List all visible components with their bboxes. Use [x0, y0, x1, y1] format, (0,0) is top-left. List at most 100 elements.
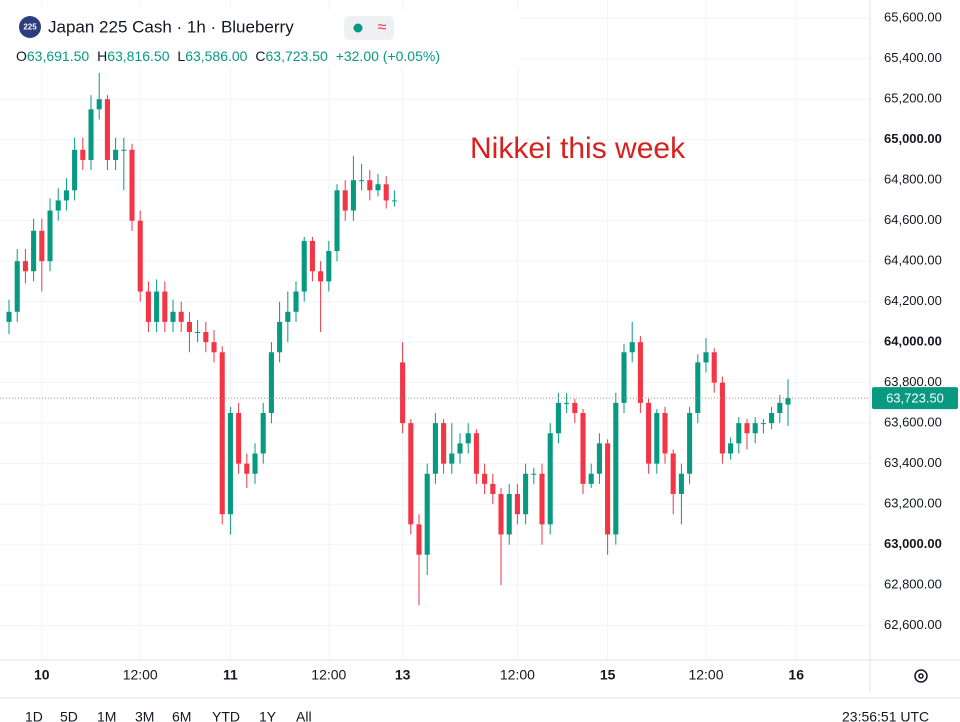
y-tick-label: 63,600.00 [884, 415, 942, 430]
range-button[interactable]: 6M [172, 709, 191, 722]
legend-bg [0, 10, 520, 68]
candle-body [703, 352, 709, 363]
settings-icon[interactable] [914, 669, 928, 683]
candle-body [334, 190, 340, 252]
x-tick-label: 12:00 [123, 667, 158, 683]
y-tick-label: 65,000.00 [884, 131, 942, 146]
candle-body [752, 423, 758, 434]
candle-body [580, 413, 586, 484]
candle-body [113, 149, 119, 160]
candle-body [514, 493, 520, 515]
candle-body [473, 433, 479, 474]
candle-body [678, 473, 684, 494]
range-button[interactable]: 3M [135, 709, 154, 722]
range-button[interactable]: 1D [25, 709, 43, 722]
candle-body [359, 180, 365, 182]
candle-body [408, 423, 414, 525]
candle-body [588, 473, 594, 484]
clock: 23:56:51 UTC [842, 709, 929, 722]
candle-body [498, 493, 504, 535]
symbol-icon [19, 16, 41, 38]
ohlc-letter: C [255, 48, 265, 64]
candle-body [523, 473, 529, 515]
candle-body [277, 321, 283, 353]
candle-body [137, 220, 143, 292]
candle-body [285, 311, 291, 322]
candle-body [531, 473, 537, 475]
candle-body [432, 423, 438, 474]
candle-body [744, 423, 750, 434]
chart-title: Japan 225 Cash · 1h · Blueberry [48, 17, 294, 36]
candle-body [178, 311, 184, 322]
candle-body [375, 184, 381, 191]
ohlc-header: O63,691.50 H63,816.50 L63,586.00 C63,723… [16, 48, 440, 64]
candle-body [318, 271, 324, 282]
x-tick-label: 12:00 [311, 667, 346, 683]
candle-body [637, 342, 643, 403]
x-tick-label: 15 [600, 667, 616, 683]
candle-body [268, 352, 274, 414]
y-tick-label: 65,400.00 [884, 50, 942, 65]
candle-body [293, 291, 299, 312]
candle-body [55, 200, 61, 211]
y-tick-label: 63,000.00 [884, 536, 942, 551]
ohlc-value: 63,723.50 [266, 48, 328, 64]
candle-body [572, 402, 578, 414]
ohlc-change: +32.00 (+0.05%) [336, 48, 440, 64]
candle-body [227, 413, 233, 515]
candle-body [605, 443, 611, 535]
y-tick-label: 64,000.00 [884, 334, 942, 349]
range-button[interactable]: YTD [212, 709, 240, 722]
candle-body [711, 352, 717, 383]
ohlc-value: 63,586.00 [185, 48, 247, 64]
ohlc-value: 63,691.50 [27, 48, 89, 64]
settings-icon-core [918, 673, 924, 679]
range-button[interactable]: 1M [97, 709, 116, 722]
candle-body [687, 413, 693, 474]
x-tick-label: 12:00 [500, 667, 535, 683]
candle-body [629, 342, 635, 353]
candle-body [621, 352, 627, 403]
candle-body [424, 473, 430, 555]
candle-body [695, 362, 701, 414]
candle-body [203, 332, 209, 343]
candle-body [96, 99, 102, 110]
status-dot [353, 23, 363, 33]
candle-body [121, 149, 127, 151]
y-tick-label: 64,800.00 [884, 172, 942, 187]
candle-body [236, 413, 242, 464]
y-tick-label: 64,200.00 [884, 293, 942, 308]
candle-body [547, 433, 553, 525]
status-icon: ≈ [378, 19, 387, 36]
range-button[interactable]: 1Y [259, 709, 277, 722]
status-pill[interactable] [344, 16, 394, 40]
range-button[interactable]: All [296, 709, 312, 722]
range-button[interactable]: 5D [60, 709, 78, 722]
candle-body [785, 398, 791, 405]
candle-body [719, 382, 725, 454]
candle-body [63, 190, 69, 201]
y-tick-label: 64,400.00 [884, 253, 942, 268]
candle-body [80, 149, 86, 160]
y-tick-label: 63,200.00 [884, 496, 942, 511]
candle-body [596, 443, 602, 474]
x-tick-label: 10 [34, 667, 50, 683]
candle-body [260, 413, 266, 454]
y-tick-label: 63,800.00 [884, 374, 942, 389]
candle-body [564, 402, 570, 404]
candle-body [195, 332, 201, 334]
candle-body [301, 240, 307, 292]
candles [0, 72, 870, 606]
candle-body [400, 362, 406, 424]
y-tick-label: 62,800.00 [884, 577, 942, 592]
y-tick-label: 64,600.00 [884, 212, 942, 227]
last-price-box [872, 387, 958, 410]
candle-body [391, 200, 397, 202]
candle-body [219, 352, 225, 515]
candle-body [14, 261, 20, 312]
candle-body [22, 261, 28, 272]
candle-body [654, 413, 660, 464]
y-tick-label: 63,400.00 [884, 455, 942, 470]
candle-body [367, 180, 373, 191]
candle-body [482, 473, 488, 484]
